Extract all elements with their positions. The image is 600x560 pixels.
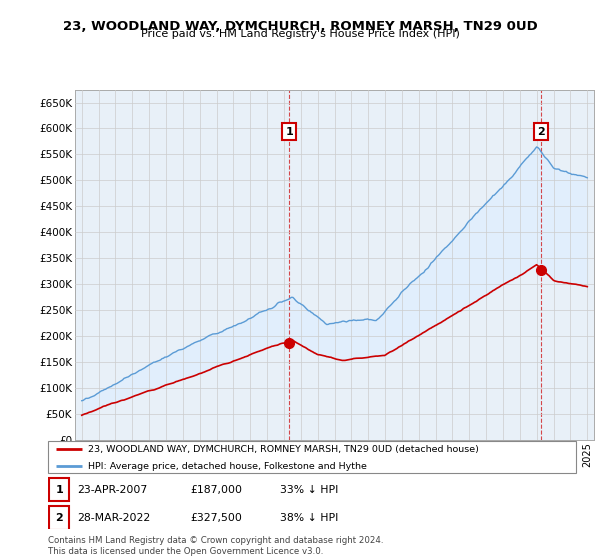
Text: 2: 2 <box>537 127 545 137</box>
Text: 33% ↓ HPI: 33% ↓ HPI <box>280 484 338 494</box>
Text: £187,000: £187,000 <box>191 484 242 494</box>
Text: 23, WOODLAND WAY, DYMCHURCH, ROMNEY MARSH, TN29 0UD (detached house): 23, WOODLAND WAY, DYMCHURCH, ROMNEY MARS… <box>88 445 478 454</box>
FancyBboxPatch shape <box>49 478 69 502</box>
Text: 38% ↓ HPI: 38% ↓ HPI <box>280 514 338 524</box>
Text: 28-MAR-2022: 28-MAR-2022 <box>77 514 150 524</box>
Text: Price paid vs. HM Land Registry's House Price Index (HPI): Price paid vs. HM Land Registry's House … <box>140 29 460 39</box>
Text: HPI: Average price, detached house, Folkestone and Hythe: HPI: Average price, detached house, Folk… <box>88 461 367 470</box>
Text: Contains HM Land Registry data © Crown copyright and database right 2024.
This d: Contains HM Land Registry data © Crown c… <box>48 536 383 556</box>
Text: 1: 1 <box>285 127 293 137</box>
FancyBboxPatch shape <box>49 506 69 530</box>
Text: 23, WOODLAND WAY, DYMCHURCH, ROMNEY MARSH, TN29 0UD: 23, WOODLAND WAY, DYMCHURCH, ROMNEY MARS… <box>62 20 538 32</box>
FancyBboxPatch shape <box>48 441 576 473</box>
Text: £327,500: £327,500 <box>191 514 242 524</box>
Text: 2: 2 <box>55 514 63 524</box>
Text: 23-APR-2007: 23-APR-2007 <box>77 484 147 494</box>
Text: 1: 1 <box>55 484 63 494</box>
